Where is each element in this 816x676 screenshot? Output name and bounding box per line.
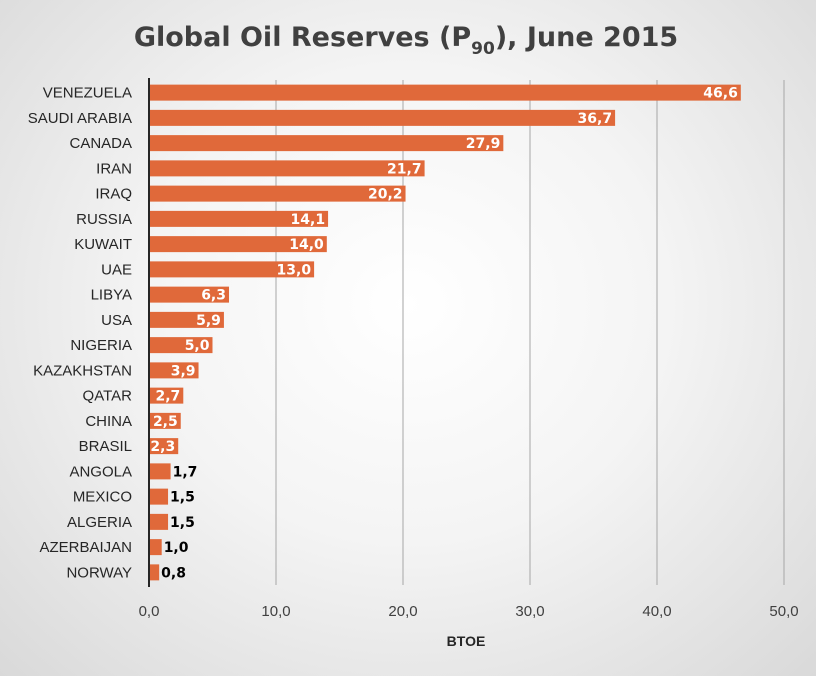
category-labels: VENEZUELA SAUDI ARABIA CANADA IRAN IRAQ RUSSI… [28, 85, 132, 582]
category-label: KUWAIT [74, 236, 132, 253]
bar [149, 311, 224, 328]
category-label: VENEZUELA [43, 85, 132, 102]
gridlines [275, 80, 785, 585]
category-label: IRAQ [95, 186, 132, 203]
bar [149, 84, 741, 101]
value-label: 21,7 [387, 161, 422, 177]
bar [149, 463, 171, 480]
bar [149, 236, 327, 253]
value-label: 1,0 [164, 540, 189, 556]
chart-title-suffix: ), June 2015 [495, 22, 678, 53]
value-label: 1,7 [173, 464, 198, 480]
category-label: NIGERIA [70, 337, 132, 354]
bar [149, 185, 406, 202]
category-label: CHINA [85, 413, 132, 430]
x-tick-label: 0,0 [139, 603, 160, 620]
value-label: 36,7 [578, 111, 613, 127]
bar [149, 261, 315, 278]
category-label: LIBYA [91, 287, 132, 304]
value-label: 0,8 [161, 565, 186, 581]
category-label: BRASIL [79, 438, 132, 455]
chart-title-main: Global Oil Reserves (P [134, 22, 471, 53]
bar [149, 362, 199, 379]
bar [149, 109, 616, 126]
value-label: 46,6 [703, 86, 738, 102]
bar [149, 286, 230, 303]
category-label: IRAN [96, 160, 132, 177]
bar [149, 135, 504, 152]
x-tick-label: 40,0 [642, 603, 671, 620]
x-tick-label: 50,0 [769, 603, 798, 620]
bars [149, 84, 741, 581]
category-label: ANGOLA [69, 463, 132, 480]
value-label: 5,9 [196, 313, 221, 329]
value-label: 27,9 [466, 136, 501, 152]
category-label: QATAR [83, 388, 133, 405]
category-label: KAZAKHSTAN [33, 362, 132, 379]
x-tick-label: 20,0 [388, 603, 417, 620]
category-label: SAUDI ARABIA [28, 110, 132, 127]
value-label: 2,3 [150, 439, 175, 455]
value-label: 13,0 [277, 262, 312, 278]
bar [149, 412, 181, 429]
bar [149, 210, 329, 227]
category-label: ALGERIA [67, 514, 132, 531]
value-label: 6,3 [201, 288, 226, 304]
category-label: UAE [101, 261, 132, 278]
bar [149, 488, 169, 505]
value-label: 3,9 [171, 363, 196, 379]
value-label: 20,2 [368, 187, 403, 203]
bar [149, 539, 162, 556]
value-label: 5,0 [185, 338, 210, 354]
x-tick-label: 10,0 [261, 603, 290, 620]
bar [149, 387, 184, 404]
value-labels: 46,6 36,7 27,9 21,7 20,2 14,1 14,0 13,0 6,3 5,9 5,… [150, 86, 737, 582]
bar [149, 438, 179, 455]
value-label: 14,1 [291, 212, 326, 228]
chart-title: Global Oil Reserves (P90), June 2015 [134, 22, 678, 59]
category-label: RUSSIA [76, 211, 132, 228]
x-tick-label: 30,0 [515, 603, 544, 620]
category-label: MEXICO [73, 489, 132, 506]
bar [149, 337, 213, 354]
value-label: 2,5 [153, 414, 178, 430]
category-label: USA [101, 312, 132, 329]
bar [149, 564, 160, 581]
value-label: 1,5 [170, 490, 195, 506]
x-axis-ticks: 0,0 10,0 20,0 30,0 40,0 50,0 [139, 603, 799, 620]
category-label: AZERBAIJAN [39, 539, 132, 556]
x-axis-label: BTOE [447, 633, 486, 649]
bar [149, 513, 169, 530]
category-label: CANADA [69, 135, 132, 152]
category-label: NORWAY [66, 564, 132, 581]
chart-title-subscript: 90 [471, 39, 495, 59]
value-label: 2,7 [155, 389, 180, 405]
bar [149, 160, 425, 177]
value-label: 1,5 [170, 515, 195, 531]
value-label: 14,0 [289, 237, 324, 253]
